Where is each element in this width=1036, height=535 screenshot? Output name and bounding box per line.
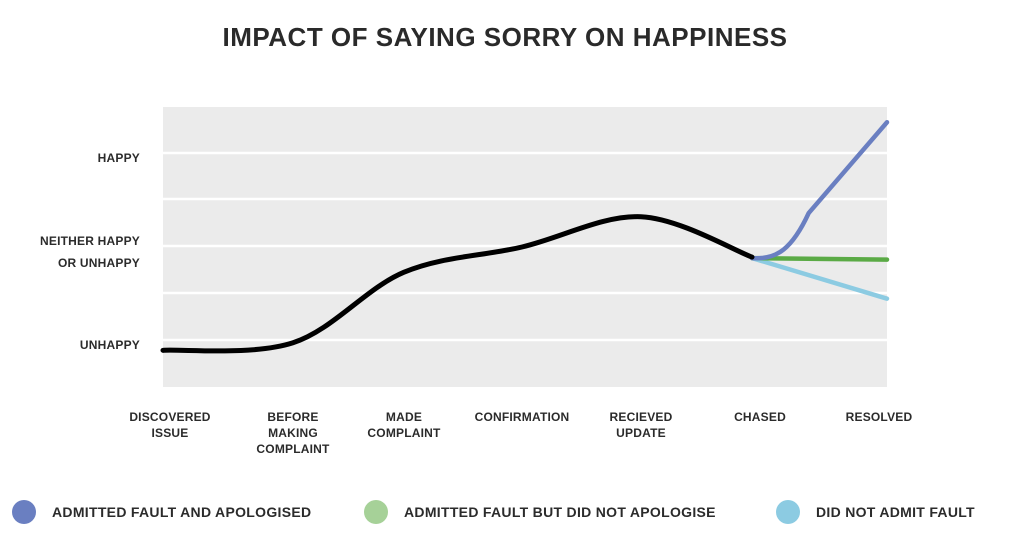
legend-item-apologised: ADMITTED FAULT AND APOLOGISED <box>12 499 311 525</box>
legend-label-no-admit: DID NOT ADMIT FAULT <box>816 504 975 520</box>
x-label-2: MADE COMPLAINT <box>367 410 441 440</box>
x-label-4: RECIEVED UPDATE <box>609 410 673 440</box>
legend-dot-no-admit <box>776 500 800 524</box>
series-line-0 <box>749 120 890 261</box>
x-label-0: DISCOVERED ISSUE <box>129 410 211 440</box>
legend-label-no-apology: ADMITTED FAULT BUT DID NOT APOLOGISE <box>404 504 716 520</box>
x-label-1: BEFORE MAKING COMPLAINT <box>256 410 330 456</box>
x-label-6: RESOLVED <box>845 410 913 424</box>
legend-item-no-apology: ADMITTED FAULT BUT DID NOT APOLOGISE <box>364 499 716 525</box>
legend: ADMITTED FAULT AND APOLOGISED ADMITTED F… <box>12 499 1022 525</box>
series-line-2 <box>749 255 890 301</box>
chart-lines <box>160 120 890 354</box>
legend-item-no-admit: DID NOT ADMIT FAULT <box>776 499 975 525</box>
y-label-neither: NEITHER HAPPY OR UNHAPPY <box>40 234 140 270</box>
x-label-5: CHASED <box>734 410 786 424</box>
x-label-3: CONFIRMATION <box>474 410 570 424</box>
y-label-unhappy: UNHAPPY <box>79 338 140 352</box>
series-line-1 <box>749 255 890 262</box>
y-label-happy: HAPPY <box>97 151 140 165</box>
legend-label-apologised: ADMITTED FAULT AND APOLOGISED <box>52 504 312 520</box>
journey-line <box>160 214 755 354</box>
legend-dot-no-apology <box>364 500 388 524</box>
legend-dot-apologised <box>12 500 36 524</box>
chart-title: IMPACT OF SAYING SORRY ON HAPPINESS <box>222 22 788 52</box>
